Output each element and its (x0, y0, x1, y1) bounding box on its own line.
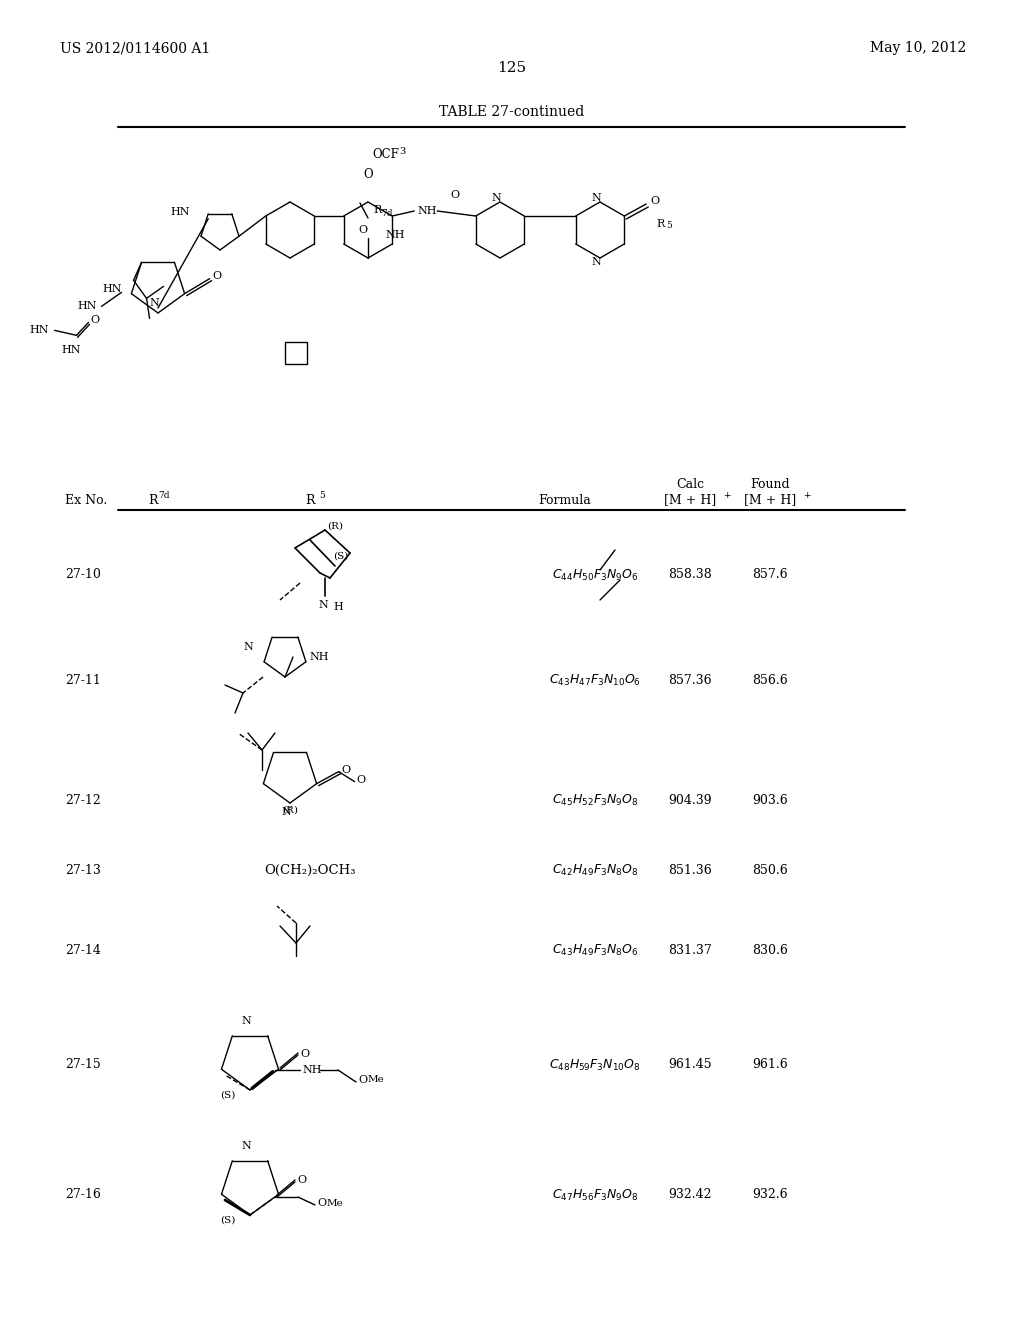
Text: 961.45: 961.45 (669, 1059, 712, 1072)
Text: 27-12: 27-12 (65, 793, 100, 807)
Text: 27-15: 27-15 (65, 1059, 100, 1072)
Text: O: O (317, 1199, 326, 1208)
Text: 932.6: 932.6 (753, 1188, 787, 1201)
Text: 7d: 7d (381, 210, 392, 219)
Text: 831.37: 831.37 (668, 944, 712, 957)
Text: R: R (656, 219, 665, 228)
Text: $C_{42}H_{49}F_3N_8O_8$: $C_{42}H_{49}F_3N_8O_8$ (552, 862, 638, 878)
Text: O: O (356, 775, 366, 784)
Text: Me: Me (368, 1076, 385, 1085)
Text: (S): (S) (220, 1216, 236, 1225)
Text: O: O (300, 1049, 309, 1059)
Text: 856.6: 856.6 (752, 673, 787, 686)
Text: Formula: Formula (539, 494, 592, 507)
Text: TABLE 27-continued: TABLE 27-continued (439, 106, 585, 119)
Text: O: O (358, 224, 368, 235)
Text: 27-11: 27-11 (65, 673, 101, 686)
Text: 851.36: 851.36 (668, 863, 712, 876)
Text: O: O (450, 190, 459, 201)
Text: O: O (358, 1074, 368, 1085)
Text: N: N (241, 1140, 251, 1151)
Text: N: N (591, 257, 601, 267)
Text: N: N (150, 298, 159, 308)
Text: 27-16: 27-16 (65, 1188, 101, 1201)
Text: NH: NH (385, 230, 404, 240)
Text: +: + (803, 491, 811, 499)
Text: NH: NH (302, 1065, 322, 1074)
Text: (R): (R) (282, 805, 298, 814)
Text: OCF: OCF (372, 149, 399, 161)
Text: May 10, 2012: May 10, 2012 (870, 41, 967, 55)
Text: N: N (282, 807, 291, 817)
Text: Calc: Calc (676, 479, 705, 491)
Text: 3: 3 (399, 147, 406, 156)
Text: R: R (148, 494, 158, 507)
Text: $C_{43}H_{49}F_3N_8O_6$: $C_{43}H_{49}F_3N_8O_6$ (552, 942, 638, 957)
Text: 850.6: 850.6 (752, 863, 787, 876)
Text: (R): (R) (327, 521, 343, 531)
Text: 904.39: 904.39 (669, 793, 712, 807)
Text: O: O (342, 764, 351, 775)
Text: Ex No.: Ex No. (65, 494, 108, 507)
Text: $C_{45}H_{52}F_3N_9O_8$: $C_{45}H_{52}F_3N_9O_8$ (552, 792, 638, 808)
Text: R: R (373, 205, 381, 215)
Text: US 2012/0114600 A1: US 2012/0114600 A1 (60, 41, 210, 55)
Text: 932.42: 932.42 (669, 1188, 712, 1201)
Text: 5: 5 (667, 222, 672, 231)
Text: Found: Found (751, 479, 790, 491)
Text: O: O (90, 315, 99, 325)
Text: O: O (364, 169, 373, 181)
Text: 830.6: 830.6 (752, 944, 787, 957)
Text: 857.36: 857.36 (669, 673, 712, 686)
Text: HN: HN (77, 301, 96, 312)
Text: O: O (213, 271, 222, 281)
Text: 27-14: 27-14 (65, 944, 101, 957)
Text: O: O (297, 1175, 306, 1185)
Text: (S): (S) (220, 1090, 236, 1100)
Text: 5: 5 (319, 491, 325, 499)
Text: HN: HN (102, 284, 122, 294)
Text: Me: Me (327, 1199, 344, 1208)
Text: H: H (333, 602, 343, 612)
Text: HN: HN (171, 207, 190, 216)
Text: $C_{43}H_{47}F_3N_{10}O_6$: $C_{43}H_{47}F_3N_{10}O_6$ (549, 672, 641, 688)
Text: N: N (492, 193, 501, 203)
Text: 903.6: 903.6 (752, 793, 787, 807)
Text: N: N (244, 642, 253, 652)
Text: (S): (S) (333, 552, 348, 561)
Text: R: R (305, 494, 314, 507)
Text: [M + H]: [M + H] (743, 494, 796, 507)
Text: $C_{47}H_{56}F_3N_9O_8$: $C_{47}H_{56}F_3N_9O_8$ (552, 1188, 638, 1203)
Text: N: N (318, 601, 328, 610)
Text: NH: NH (309, 652, 329, 663)
Text: NH: NH (417, 206, 437, 216)
Text: N: N (591, 193, 601, 203)
Text: +: + (723, 491, 731, 499)
Text: 125: 125 (498, 61, 526, 75)
Text: 27-10: 27-10 (65, 569, 101, 582)
Text: 27-13: 27-13 (65, 863, 101, 876)
Text: HN: HN (61, 346, 81, 355)
Text: 858.38: 858.38 (668, 569, 712, 582)
Text: $C_{44}H_{50}F_3N_9O_6$: $C_{44}H_{50}F_3N_9O_6$ (552, 568, 638, 582)
Text: 961.6: 961.6 (752, 1059, 787, 1072)
Text: HN: HN (29, 325, 48, 335)
Text: 857.6: 857.6 (753, 569, 787, 582)
Text: O: O (650, 195, 659, 206)
Text: $C_{48}H_{59}F_3N_{10}O_8$: $C_{48}H_{59}F_3N_{10}O_8$ (549, 1057, 641, 1073)
Text: 7d: 7d (158, 491, 170, 499)
Text: O(CH₂)₂OCH₃: O(CH₂)₂OCH₃ (264, 863, 355, 876)
Text: [M + H]: [M + H] (664, 494, 716, 507)
Text: N: N (241, 1016, 251, 1026)
